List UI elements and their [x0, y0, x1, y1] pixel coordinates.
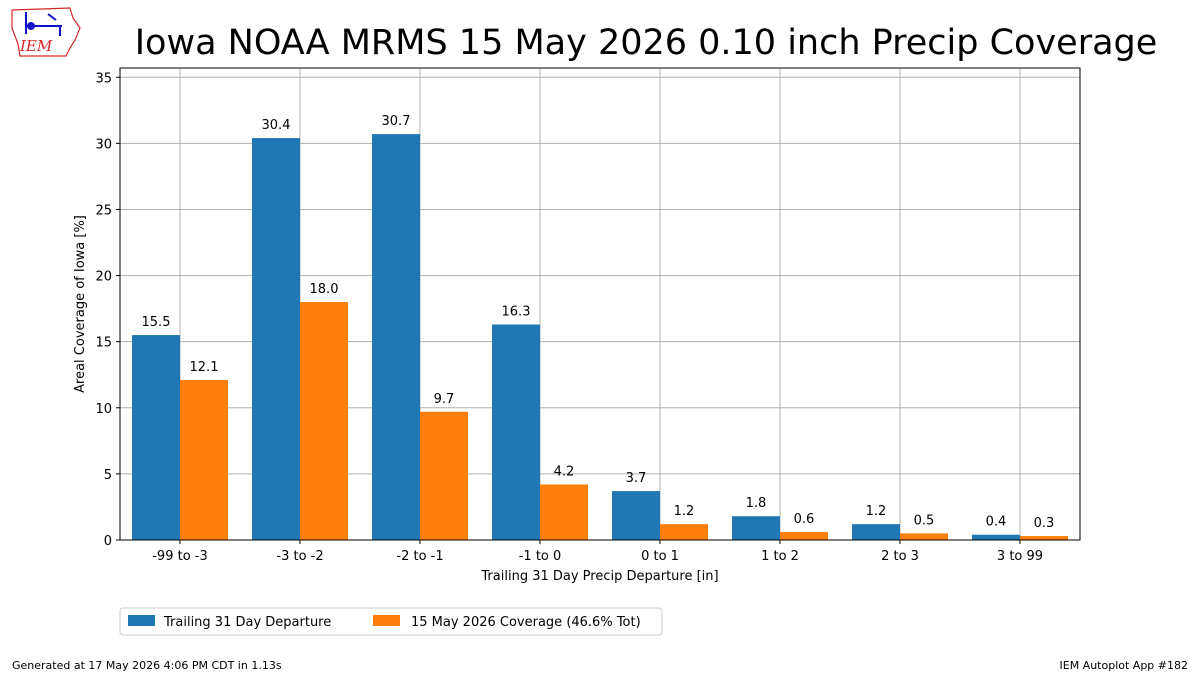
y-tick-label: 10 [95, 402, 112, 417]
footer-generated: Generated at 17 May 2026 4:06 PM CDT in … [12, 659, 282, 672]
bar-series-2 [180, 380, 228, 540]
legend-label-series-1: Trailing 31 Day Departure [163, 615, 331, 630]
bar-series-2 [900, 533, 948, 540]
x-tick-label: -2 to -1 [396, 549, 443, 564]
iowa-outline-icon [11, 7, 81, 57]
y-tick-label: 30 [95, 137, 112, 152]
y-tick-label: 0 [104, 534, 112, 549]
bar-series-2 [780, 532, 828, 540]
bar-value-label: 1.2 [674, 504, 695, 519]
y-axis: 0 5 10 15 20 25 30 35 [95, 71, 120, 549]
bar-value-label: 0.3 [1034, 516, 1055, 531]
logo-text: IEM [19, 37, 53, 55]
bar-value-label: 15.5 [142, 315, 171, 330]
bar-value-label: 30.4 [262, 118, 291, 133]
y-tick-label: 20 [95, 270, 112, 285]
x-tick-label: -3 to -2 [276, 549, 323, 564]
iem-logo: IEM [11, 7, 81, 57]
bar-series-1 [252, 138, 300, 541]
bar-series-2 [540, 484, 588, 540]
bar-value-label: 1.2 [866, 504, 887, 519]
bar-series-2 [420, 411, 468, 540]
x-axis: -99 to -3 -3 to -2 -2 to -1 -1 to 0 0 to 1 1 … [152, 540, 1043, 564]
bar-value-label: 18.0 [310, 282, 339, 297]
legend-swatch-series-2 [373, 615, 400, 626]
x-tick-label: 1 to 2 [761, 549, 799, 564]
x-tick-label: -99 to -3 [152, 549, 208, 564]
bar-value-label: 3.7 [626, 471, 647, 486]
bar-value-label: 12.1 [190, 360, 219, 375]
bar-series-1 [612, 491, 660, 540]
bar-series-1 [852, 524, 900, 540]
bar-series-2 [1020, 536, 1068, 540]
bar-series-1 [132, 335, 180, 540]
bar-value-label: 9.7 [434, 392, 455, 407]
bar-value-label: 0.6 [794, 512, 815, 527]
bar-series-1 [972, 534, 1020, 540]
bar-value-label: 0.5 [914, 513, 935, 528]
bar-series-1 [372, 134, 420, 540]
bars [132, 134, 1068, 541]
legend: Trailing 31 Day Departure 15 May 2026 Co… [119, 607, 663, 636]
legend-swatch-series-1 [128, 615, 155, 626]
bar-value-label: 1.8 [746, 496, 767, 511]
bar-series-2 [300, 302, 348, 540]
y-tick-label: 25 [95, 203, 112, 218]
x-tick-label: 3 to 99 [997, 549, 1043, 564]
x-tick-label: -1 to 0 [519, 549, 562, 564]
weather-station-icon [25, 12, 62, 36]
bar-series-1 [732, 516, 780, 540]
bar-series-1 [492, 324, 540, 540]
legend-label-series-2: 15 May 2026 Coverage (46.6% Tot) [411, 615, 641, 630]
x-tick-label: 0 to 1 [641, 549, 679, 564]
chart-title: Iowa NOAA MRMS 15 May 2026 0.10 inch Pre… [135, 23, 1158, 63]
y-tick-label: 5 [104, 468, 112, 483]
y-tick-label: 15 [95, 336, 112, 351]
bar-value-label: 16.3 [502, 304, 531, 319]
bar-value-label: 0.4 [986, 515, 1007, 530]
x-tick-label: 2 to 3 [881, 549, 919, 564]
bar-value-label: 30.7 [382, 114, 411, 129]
bar-value-label: 4.2 [554, 464, 575, 479]
bar-series-2 [660, 524, 708, 540]
y-tick-label: 35 [95, 71, 112, 86]
y-axis-label: Areal Coverage of Iowa [%] [73, 215, 88, 393]
footer-app-id: IEM Autoplot App #182 [1060, 659, 1189, 672]
x-axis-label: Trailing 31 Day Precip Departure [in] [480, 569, 718, 584]
value-labels: 15.5 30.4 30.7 16.3 3.7 1.8 1.2 0.4 12.1 18.0 9.7 4… [142, 114, 1055, 531]
plot-frame [119, 67, 1081, 541]
